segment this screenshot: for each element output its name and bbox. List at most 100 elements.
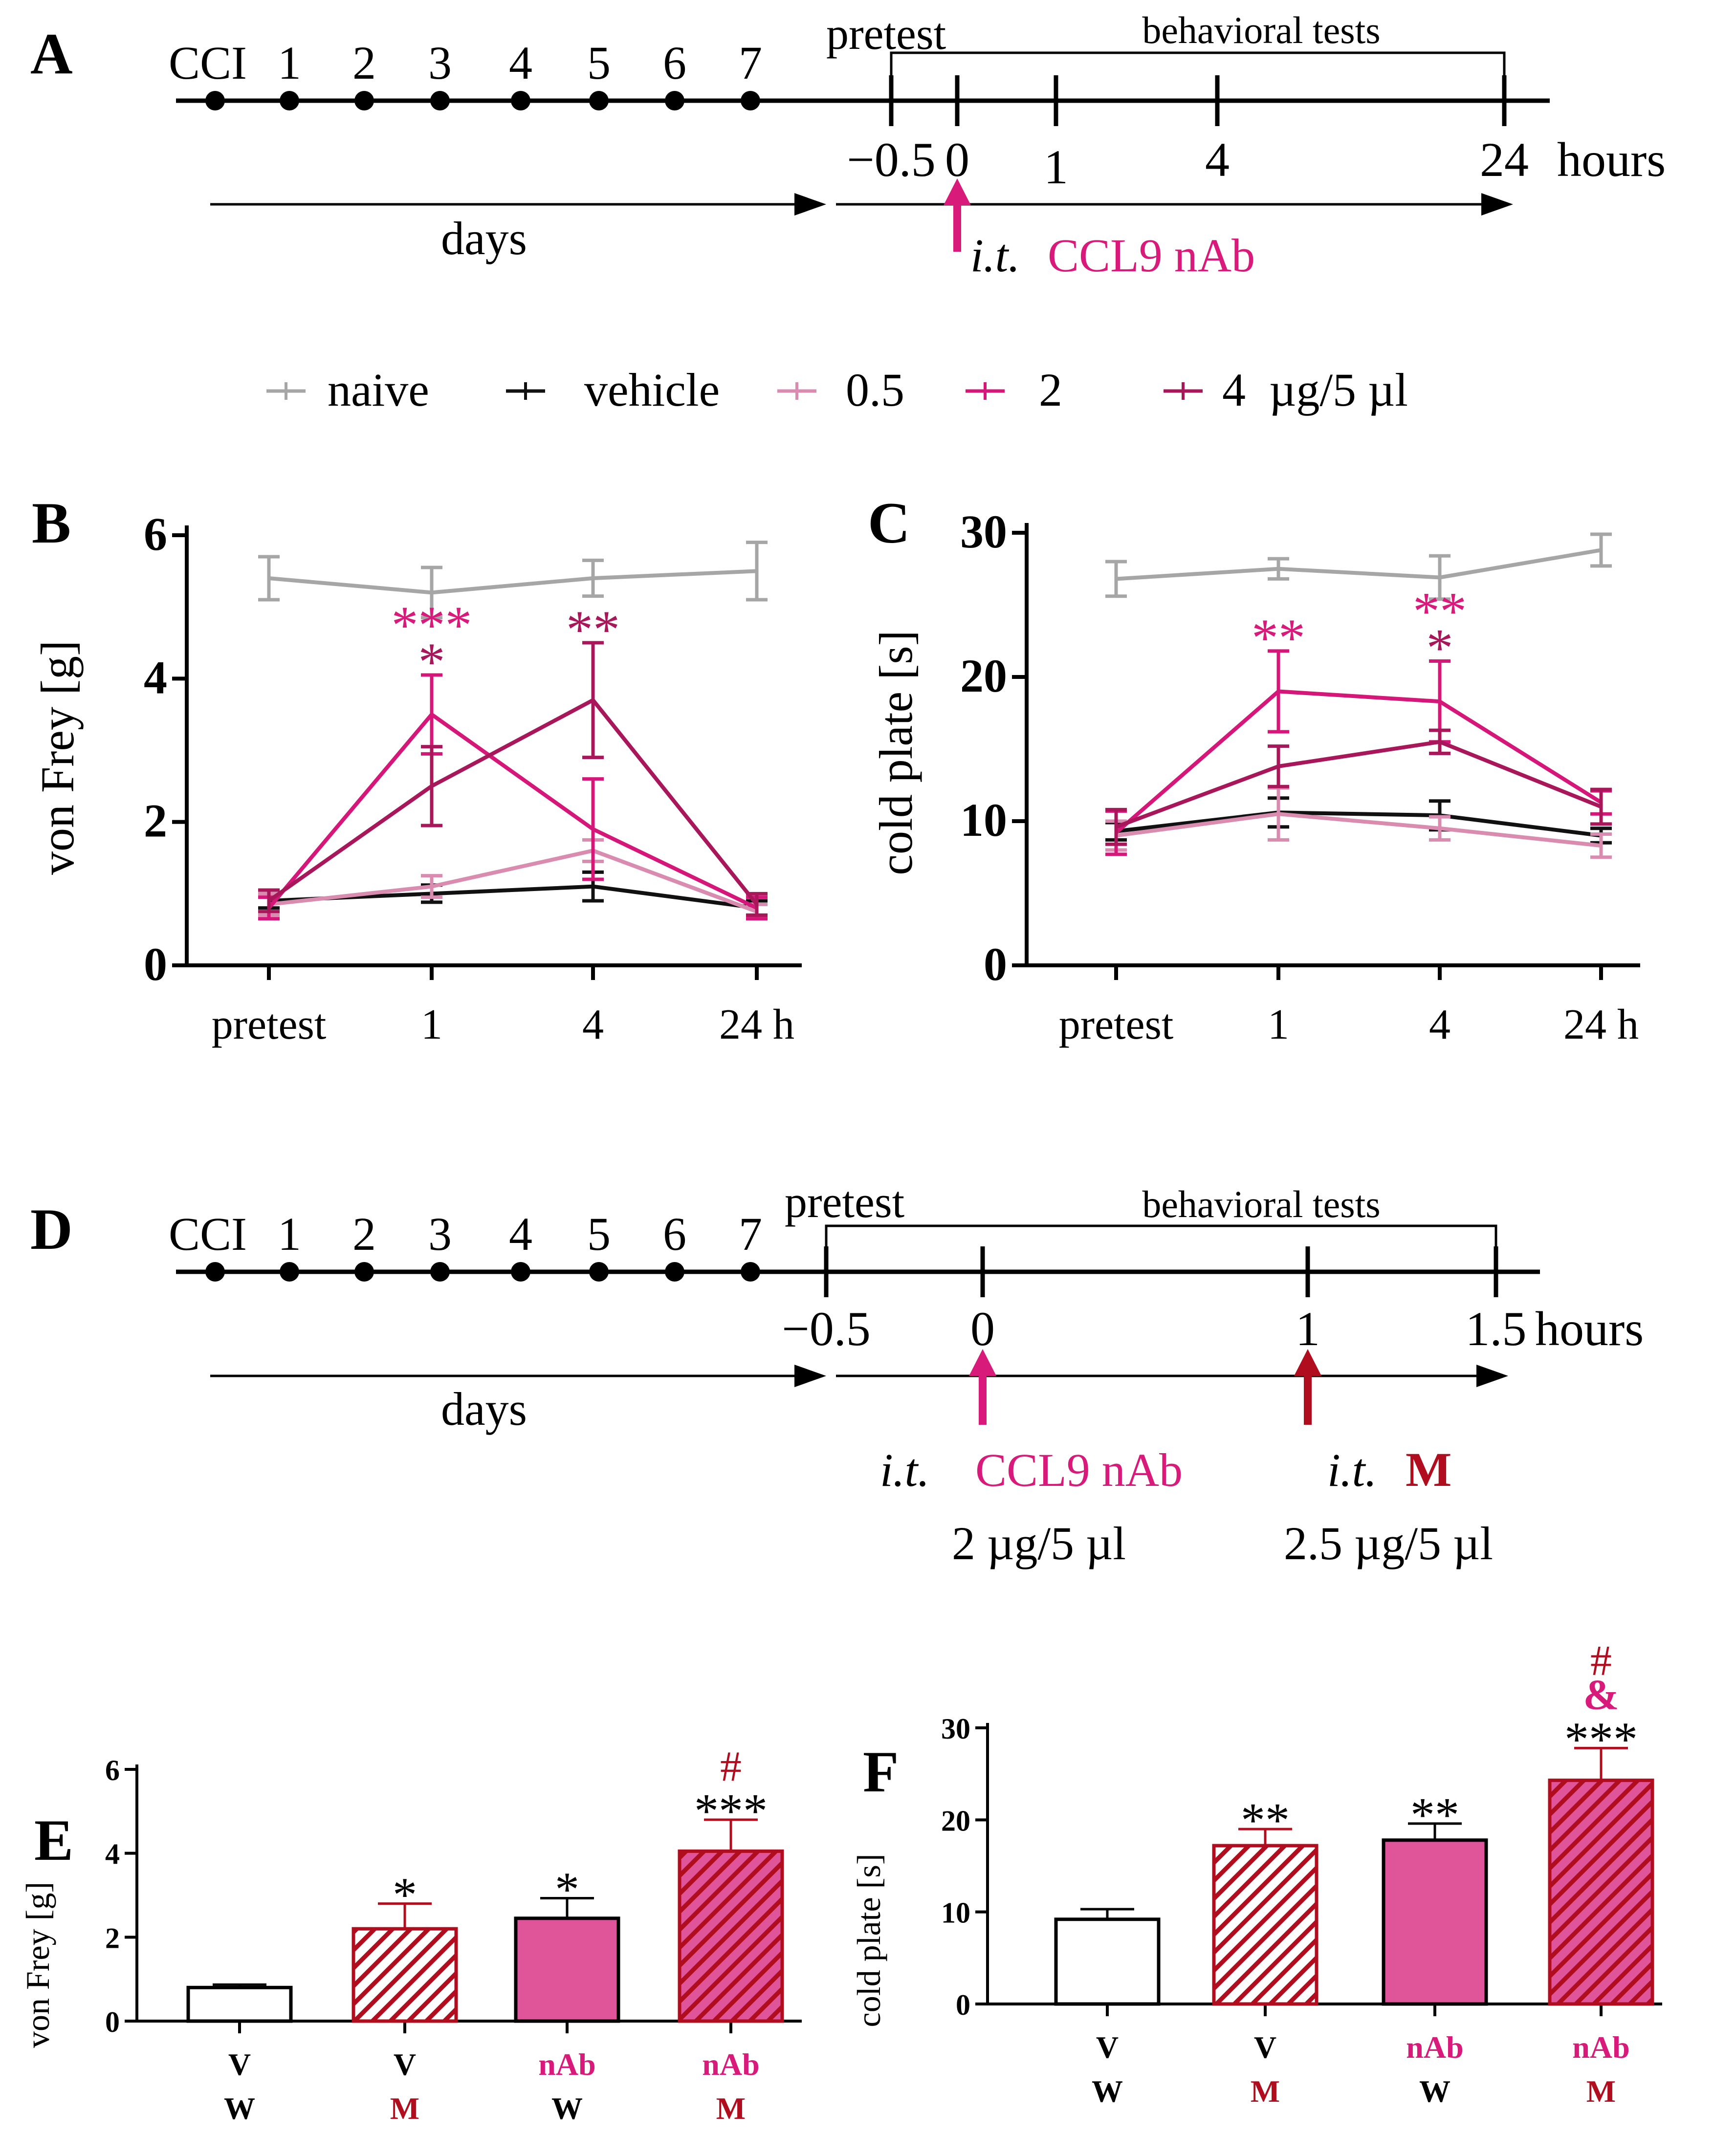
day-dot: [741, 1262, 760, 1282]
bar-label-top: nAb: [702, 2047, 759, 2082]
significance-stars: *: [393, 1868, 417, 1922]
series-line-naive: [268, 569, 757, 595]
bar: [514, 1916, 620, 2023]
injection2-agent-d: M: [1406, 1442, 1451, 1497]
day-tick-label: 2: [352, 1208, 376, 1260]
panel-c-ylabel: cold plate [s]: [870, 630, 922, 875]
day-ticks-a: CCI 1 2 3 4 5 6 7: [169, 37, 762, 110]
significance-stars: *: [555, 1862, 579, 1916]
x-tick-label: 4: [1429, 1001, 1450, 1048]
time-ticks-a: −0.5 0 1 4 24: [847, 75, 1529, 194]
day-dot: [665, 91, 684, 110]
error-bar: [746, 541, 768, 602]
days-label-a: days: [441, 212, 527, 264]
y-tick-label: 10: [941, 1897, 970, 1929]
panel-a: A CCI 1 2 3 4 5 6 7 pretest behavioral tests −0…: [30, 9, 1666, 282]
significance-label: *: [1427, 618, 1453, 678]
day-dot: [589, 1262, 609, 1282]
injection-route-a: i.t.: [970, 229, 1020, 282]
y-tick-label: 2: [105, 1922, 120, 1954]
x-tick-label: pretest: [212, 1001, 327, 1048]
bar: [352, 1927, 458, 2023]
injection1-route-d: i.t.: [880, 1444, 929, 1496]
series-line-4: [1115, 740, 1602, 829]
y-tick-label: 0: [956, 1989, 970, 2021]
days-label-d: days: [441, 1383, 527, 1435]
series-line-2: [267, 712, 758, 910]
error-bar: [746, 892, 768, 917]
panel-d-label: D: [30, 1197, 73, 1262]
bar-label-top: nAb: [1406, 2030, 1463, 2065]
behavioral-tests-bracket-d: [825, 1224, 1497, 1251]
panel-e-ylabel: von Frey [g]: [19, 1882, 56, 2048]
error-bar: [1429, 815, 1450, 842]
panel-b-ylabel: von Frey [g]: [31, 640, 84, 875]
error-bar: [1268, 649, 1289, 734]
significance-stars: ***: [1564, 1712, 1638, 1766]
time-ticks-d: −0.5 0 1 1.5: [782, 1246, 1527, 1356]
bar-label-top: V: [1096, 2030, 1119, 2065]
significance-label: **: [1413, 582, 1467, 641]
series-line-naive: [1116, 548, 1602, 581]
time-tick-label: 1.5: [1466, 1302, 1527, 1356]
time-tick-label: 1: [1296, 1302, 1320, 1356]
error-bar: [1590, 787, 1612, 826]
panel-f: F cold plate [s] 0102030VWVM**nAbW**nAbM…: [850, 1637, 1662, 2109]
x-tick-label: 4: [582, 1001, 604, 1048]
y-tick-label: 4: [105, 1838, 120, 1871]
error-bar: [1105, 560, 1127, 598]
injection1-agent-d: CCL9 nAb: [975, 1444, 1183, 1496]
y-tick-label: 10: [960, 794, 1007, 846]
bar-label-bottom: W: [224, 2091, 255, 2126]
bar-label-bottom: M: [716, 2091, 746, 2126]
y-tick-label: 20: [960, 650, 1007, 702]
significance-label: ***: [392, 595, 472, 655]
bar-label-bottom: W: [1419, 2074, 1450, 2109]
time-tick-label: −0.5: [847, 132, 935, 187]
y-tick-label: 0: [105, 2006, 120, 2038]
bar-label-bottom: M: [390, 2091, 419, 2126]
error-bar: [1268, 744, 1289, 788]
legend-label-dose-05: 0.5: [846, 364, 904, 416]
legend-dose-05: 0.5: [777, 364, 904, 416]
error-bar: [421, 566, 442, 620]
day-dot: [205, 91, 225, 110]
day-tick-label: 1: [278, 37, 301, 89]
day-dot: [430, 1262, 450, 1282]
day-dot: [354, 91, 374, 110]
time-tick-label: 0: [970, 1302, 995, 1356]
bar: [678, 1849, 784, 2023]
legend: naive vehicle 0.5 2 4 µg/5 µl: [266, 364, 1408, 416]
legend-label-dose-2: 2: [1039, 364, 1062, 416]
hours-label-d: hours: [1535, 1302, 1644, 1356]
x-tick-label: 1: [1268, 1001, 1289, 1048]
panel-f-label: F: [863, 1739, 899, 1804]
day-tick-label: 3: [428, 1208, 452, 1260]
injection-arrowhead-a: [944, 178, 971, 205]
y-tick-label: 30: [960, 505, 1007, 558]
error-bar: [1590, 532, 1612, 568]
legend-naive: naive: [266, 364, 429, 416]
day-tick-label: 6: [663, 1208, 686, 1260]
bar-label-bottom: M: [1586, 2074, 1616, 2109]
bar: [1382, 1838, 1488, 2006]
error-bar: [258, 555, 280, 602]
series-line-0.5: [268, 849, 758, 914]
day-tick-label: 4: [509, 1208, 532, 1260]
hours-label-a: hours: [1557, 132, 1666, 187]
day-tick-label: 7: [739, 1208, 762, 1260]
legend-vehicle: vehicle: [506, 364, 720, 416]
day-dot: [665, 1262, 684, 1282]
y-tick-label: 0: [144, 938, 167, 990]
series-line-4: [267, 697, 759, 906]
error-bar: [421, 874, 442, 899]
series-line-vehicle: [1116, 810, 1602, 838]
day-tick-label: 1: [278, 1208, 301, 1260]
injection1-dose-d: 2 µg/5 µl: [952, 1517, 1126, 1569]
panel-b-label: B: [32, 490, 71, 555]
bar-label-top: nAb: [538, 2047, 595, 2082]
